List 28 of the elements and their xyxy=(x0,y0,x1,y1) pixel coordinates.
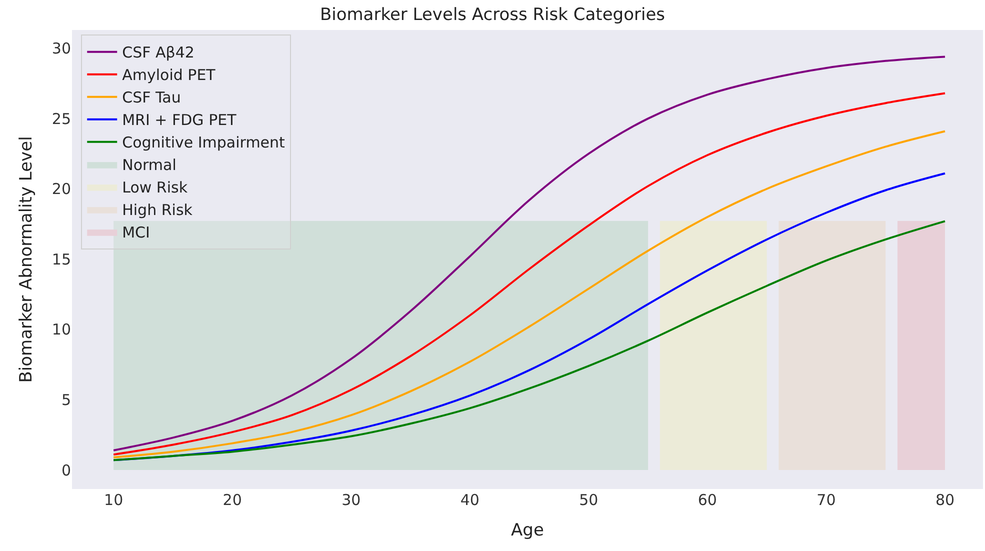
x-tick-label: 10 xyxy=(104,491,124,509)
y-tick-label: 0 xyxy=(61,461,71,480)
y-tick-label: 10 xyxy=(52,320,71,339)
x-tick-label: 80 xyxy=(935,491,955,509)
y-tick-label: 30 xyxy=(52,40,71,58)
y-tick-label: 20 xyxy=(52,180,71,198)
y-tick-label: 25 xyxy=(52,110,71,128)
x-tick-label: 50 xyxy=(579,491,598,509)
chart-title: Biomarker Levels Across Risk Categories xyxy=(320,5,666,26)
legend-label: CSF Aβ42 xyxy=(122,44,194,62)
legend-label: High Risk xyxy=(122,201,193,220)
legend-label: MRI + FDG PET xyxy=(122,111,238,130)
x-tick-label: 40 xyxy=(460,491,480,509)
line-series xyxy=(112,220,946,462)
legend-label: Normal xyxy=(122,156,176,174)
y-tick-label: 15 xyxy=(52,250,71,268)
x-tick-label: 70 xyxy=(816,491,836,509)
x-tick-label: 30 xyxy=(342,491,361,509)
x-tick-label: 60 xyxy=(698,491,717,509)
legend-label: Cognitive Impairment xyxy=(122,134,286,152)
legend-label: Amyloid PET xyxy=(122,66,216,84)
y-axis-title: Biomarker Abnormality Level xyxy=(16,136,36,383)
legend-label: CSF Tau xyxy=(122,88,181,107)
x-axis-title: Age xyxy=(511,520,544,540)
legend-label: MCI xyxy=(122,224,150,242)
x-tick-label: 20 xyxy=(222,491,242,509)
legend-label: Low Risk xyxy=(122,178,188,197)
y-tick-label: 5 xyxy=(61,390,71,409)
